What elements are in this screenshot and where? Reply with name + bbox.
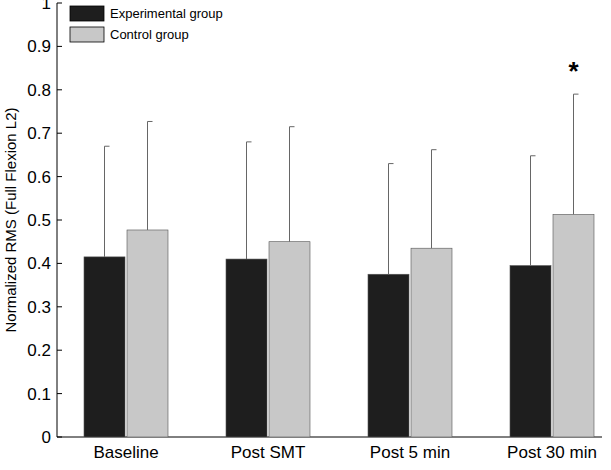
error-cap xyxy=(531,155,536,156)
y-tick-label: 0.9 xyxy=(27,37,51,56)
y-tick xyxy=(57,306,62,307)
legend-label: Experimental group xyxy=(110,6,223,21)
x-tick-label: Post 30 min xyxy=(507,443,597,462)
y-tick-label: 0.4 xyxy=(27,254,51,273)
error-line xyxy=(246,142,247,259)
error-bar xyxy=(247,142,252,259)
y-tick xyxy=(57,3,62,4)
y-tick-label: 0 xyxy=(42,428,51,447)
error-line xyxy=(530,156,531,266)
error-line xyxy=(388,164,389,275)
y-tick xyxy=(57,133,62,134)
legend-label: Control group xyxy=(110,27,189,42)
error-cap xyxy=(247,141,252,142)
legend-swatch xyxy=(70,27,104,42)
y-tick-label: 0.6 xyxy=(27,168,51,187)
y-tick-label: 0.1 xyxy=(27,385,51,404)
error-line xyxy=(573,94,574,214)
y-tick xyxy=(57,89,62,90)
error-line xyxy=(104,146,105,257)
error-line xyxy=(289,127,290,242)
error-bar xyxy=(389,164,394,275)
y-tick-label: 0.7 xyxy=(27,124,51,143)
annotation: * xyxy=(568,56,579,86)
error-cap xyxy=(432,149,437,150)
bar xyxy=(368,274,409,437)
bar xyxy=(553,214,594,437)
error-cap xyxy=(105,146,110,147)
y-tick-label: 0.8 xyxy=(27,81,51,100)
x-tick-label: Post 5 min xyxy=(370,443,450,462)
bar xyxy=(226,259,267,437)
bar xyxy=(411,248,452,437)
bar xyxy=(510,266,551,437)
y-tick-label: 0.3 xyxy=(27,298,51,317)
y-axis-label: Normalized RMS (Full Flexion L2) xyxy=(2,107,19,332)
y-tick xyxy=(57,220,62,221)
error-bar xyxy=(531,156,536,266)
y-tick xyxy=(57,350,62,351)
bars xyxy=(84,94,594,437)
error-bar xyxy=(148,121,153,229)
error-bar xyxy=(432,150,437,249)
chart: 0 0.1 0.2 0.3 0.4 0.5 0.6 0.7 0.8 0.9 1 Normalized … xyxy=(0,0,611,470)
error-cap xyxy=(148,121,153,122)
y-tick xyxy=(57,393,62,394)
y-tick-label: 0.2 xyxy=(27,341,51,360)
bar xyxy=(269,242,310,437)
y-tick xyxy=(57,176,62,177)
legend-swatch xyxy=(70,6,104,21)
error-cap xyxy=(290,126,295,127)
y-tick xyxy=(57,437,62,438)
y-tick-label: 1 xyxy=(42,0,51,13)
error-bar xyxy=(574,94,579,214)
y-tick-label: 0.5 xyxy=(27,211,51,230)
error-cap xyxy=(574,94,579,95)
x-tick-label: Baseline xyxy=(93,443,158,462)
error-line xyxy=(431,150,432,249)
bar xyxy=(84,257,125,437)
bar xyxy=(127,230,168,437)
y-tick xyxy=(57,263,62,264)
error-bar xyxy=(290,127,295,242)
error-cap xyxy=(389,163,394,164)
y-tick xyxy=(57,46,62,47)
x-tick-label: Post SMT xyxy=(231,443,306,462)
error-line xyxy=(147,121,148,229)
error-bar xyxy=(105,146,110,257)
